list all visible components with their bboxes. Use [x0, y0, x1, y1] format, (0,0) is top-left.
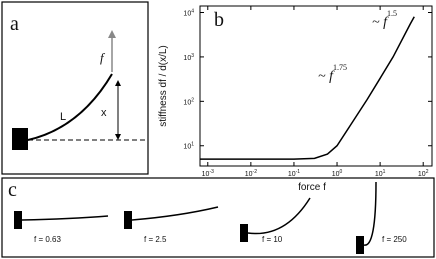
arrow-heads: [115, 80, 121, 140]
case-label: f = 10: [262, 235, 283, 244]
y-axis-label: stiffness df / d(x/L): [158, 45, 169, 127]
x-tick-label-exponent: -3: [209, 169, 214, 175]
arrow-head: [108, 30, 116, 38]
x-tick-label: 100: [332, 169, 343, 178]
annotation: ~ f1.75: [318, 63, 347, 84]
case-label: f = 2.5: [144, 235, 167, 244]
x-tick-label: 101: [375, 169, 386, 178]
curve: [200, 16, 415, 160]
x-axis-label: force f: [298, 182, 326, 193]
panel-label: a: [10, 13, 19, 35]
force-label: f: [100, 50, 106, 65]
clamp: [356, 236, 364, 254]
x-tick-label-exponent: -1: [296, 169, 301, 175]
annotation-exponent: 1.5: [387, 9, 397, 18]
x-tick-label: 102: [418, 169, 429, 178]
panel-label: c: [8, 179, 17, 201]
y-tick-label: 103: [183, 53, 194, 62]
annotation-exponent: 1.75: [333, 63, 347, 72]
panel-c-frame: [1, 177, 435, 258]
x-tick-label: 10-1: [288, 169, 300, 178]
x-tick-label-exponent: -2: [253, 169, 258, 175]
y-tick-label: 101: [183, 142, 194, 151]
y-tick-label-exponent: 2: [191, 97, 194, 103]
filament: [131, 206, 219, 221]
panel-a-frame: [1, 1, 149, 175]
filament: [21, 215, 109, 221]
y-tick-label: 102: [183, 97, 194, 106]
x-tick-label: 10-3: [202, 169, 214, 178]
length-label: L: [60, 111, 66, 123]
x-label: x: [101, 107, 107, 119]
clamp: [14, 211, 22, 229]
clamp: [124, 211, 132, 229]
filament: [27, 73, 113, 141]
annotation: ~ f1.5: [372, 9, 397, 30]
y-tick-label-exponent: 3: [191, 53, 194, 59]
filament: [247, 197, 311, 235]
x-tick-label-exponent: 0: [340, 169, 343, 175]
clamp: [240, 224, 248, 242]
x-tick-label: 10-2: [245, 169, 257, 178]
y-tick-label-exponent: 4: [191, 8, 194, 14]
plot-frame: [199, 5, 433, 167]
panel-label: b: [214, 9, 224, 31]
x-tick-label-exponent: 2: [426, 169, 429, 175]
clamp: [12, 128, 28, 150]
case-label: f = 0.63: [34, 235, 61, 244]
case-label: f = 250: [382, 235, 407, 244]
chart: b force f stiffness df / d(x/L): [158, 5, 433, 193]
filament: [363, 181, 377, 246]
y-tick-label-exponent: 1: [191, 142, 194, 148]
x-tick-label-exponent: 1: [383, 169, 386, 175]
y-tick-label: 104: [183, 8, 194, 17]
